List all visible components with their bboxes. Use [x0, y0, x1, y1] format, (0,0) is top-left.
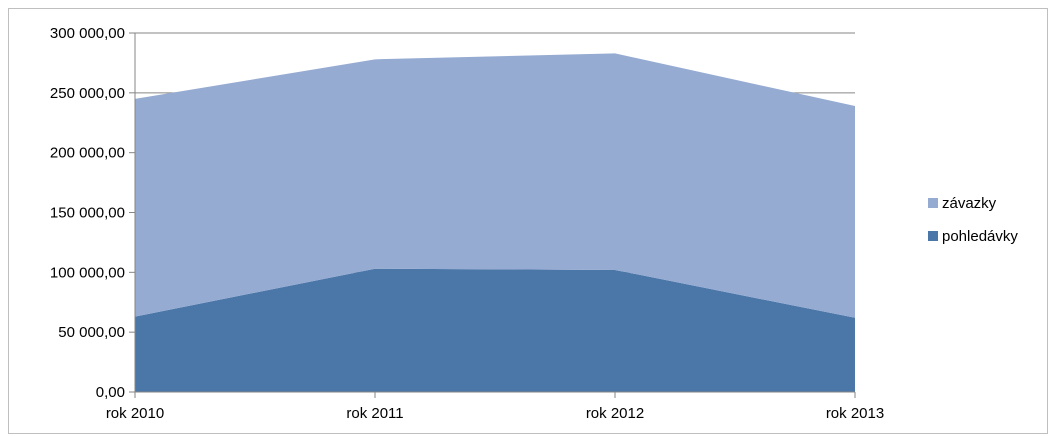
area-series-pohledavky — [135, 268, 855, 392]
x-tick-label: rok 2010 — [106, 405, 164, 422]
y-tick-label: 150 000,00 — [50, 205, 125, 222]
y-tick-labels: 0,00 50 000,00 100 000,00 150 000,00 200 000… — [50, 25, 125, 401]
area-series — [135, 53, 855, 392]
x-tick-labels: rok 2010 rok 2011 rok 2012 rok 2013 — [106, 405, 884, 422]
y-tick-label: 250 000,00 — [50, 85, 125, 102]
y-tick-label: 100 000,00 — [50, 264, 125, 281]
x-tick-label: rok 2012 — [586, 405, 644, 422]
legend: závazky pohledávky — [928, 195, 1018, 245]
axes — [129, 32, 856, 398]
x-tick-label: rok 2013 — [826, 405, 884, 422]
y-tick-label: 300 000,00 — [50, 25, 125, 42]
x-tick-label: rok 2011 — [346, 405, 403, 422]
legend-swatch — [928, 198, 938, 208]
y-tick-label: 200 000,00 — [50, 145, 125, 162]
y-tick-label: 50 000,00 — [58, 324, 125, 341]
legend-swatch — [928, 231, 938, 241]
legend-label: pohledávky — [942, 228, 1018, 245]
legend-label: závazky — [942, 195, 997, 212]
y-tick-label: 0,00 — [96, 384, 125, 401]
area-series-zavazky — [135, 53, 855, 318]
